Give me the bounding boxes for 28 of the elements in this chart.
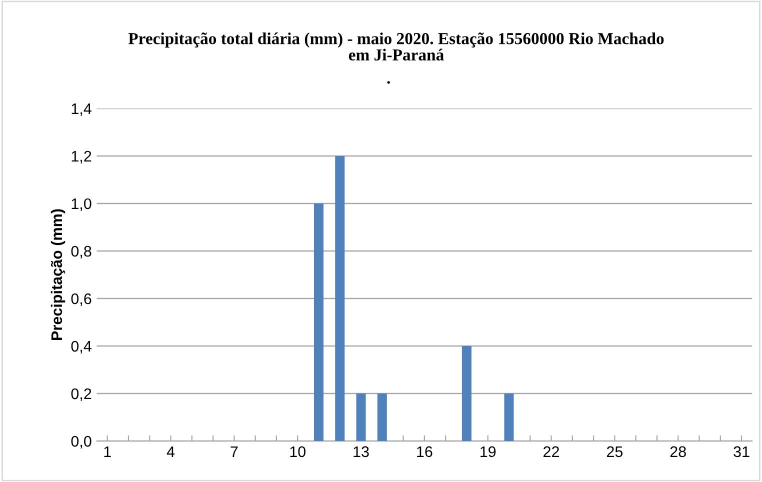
x-tick-label: 4 bbox=[166, 446, 175, 457]
y-axis-title: Precipitação (mm) bbox=[50, 209, 66, 340]
x-tick-label: 31 bbox=[734, 446, 750, 458]
y-tick-label: 1,0 bbox=[72, 198, 92, 211]
y-tick-label: 1,4 bbox=[72, 103, 92, 116]
bar bbox=[356, 394, 366, 442]
y-tick-label: 0,2 bbox=[71, 388, 92, 402]
bar bbox=[377, 394, 387, 442]
x-tick-label: 19 bbox=[480, 446, 496, 458]
x-tick-label: 13 bbox=[354, 446, 369, 458]
bar bbox=[335, 156, 345, 442]
x-tick-label: 25 bbox=[606, 446, 623, 458]
y-tick-label: 0,0 bbox=[71, 436, 92, 449]
bar bbox=[504, 394, 514, 442]
x-tick-label: 16 bbox=[417, 446, 432, 458]
y-tick-label: 0,8 bbox=[71, 246, 92, 258]
bar bbox=[314, 203, 324, 442]
x-tick-label: 1 bbox=[104, 446, 111, 457]
x-tick-label: 22 bbox=[544, 446, 559, 457]
y-tick-label: 0,4 bbox=[71, 340, 92, 354]
bar bbox=[462, 346, 472, 442]
y-tick-label: 0,6 bbox=[71, 293, 92, 306]
x-tick-label: 7 bbox=[230, 446, 238, 457]
chart-subtitle: . bbox=[387, 81, 390, 84]
chart-title: Precipitação total diária (mm) - maio 2020. Estação 15560000 Rio Machado em Ji-Paraná bbox=[128, 32, 664, 61]
x-tick-label: 10 bbox=[290, 446, 306, 458]
y-tick-label: 1,2 bbox=[72, 150, 92, 164]
x-tick-label: 28 bbox=[670, 446, 686, 458]
